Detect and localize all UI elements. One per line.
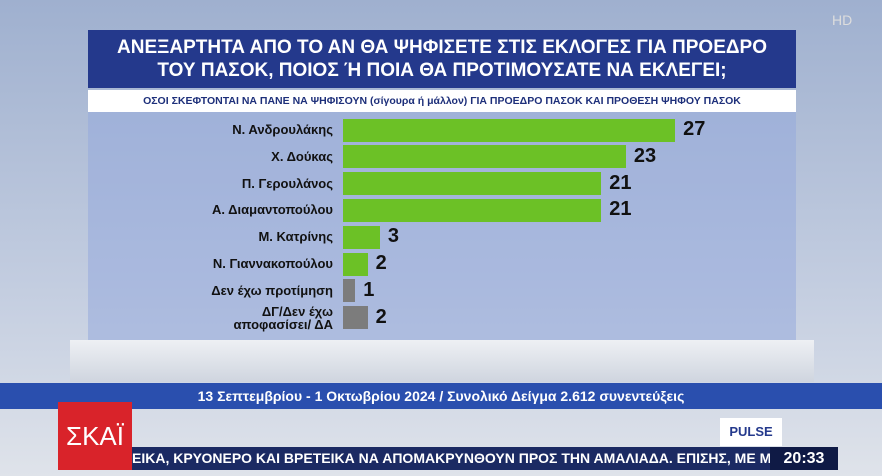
bar [343, 306, 368, 330]
category-label: Α. Διαμαντοπούλου [212, 202, 333, 218]
bar [343, 225, 380, 249]
bar [343, 252, 368, 276]
value-label: 27 [683, 118, 706, 140]
bar [343, 198, 602, 222]
clock: 20:33 [770, 447, 838, 470]
news-ticker: ΕΙΚΑ, ΚΡΥΟΝΕΡΟ ΚΑΙ ΒΡΕΤΕΙΚΑ ΝΑ ΑΠΟΜΑΚΡΥΝ… [132, 447, 770, 470]
footnote: 13 Σεπτεμβρίου - 1 Οκτωβρίου 2024 / Συνο… [0, 383, 882, 409]
value-label: 2 [375, 252, 387, 274]
floor [70, 340, 814, 382]
category-label: Μ. Κατρίνης [258, 229, 333, 245]
value-label: 21 [609, 171, 632, 194]
value-label: 21 [609, 198, 632, 221]
category-label: Δεν έχω προτίμηση [211, 282, 333, 298]
hd-badge: HD [832, 12, 853, 28]
category-label: ΔΓ/Δεν έχω αποφασίσει/ ΔΑ [233, 303, 333, 332]
chart-title: ΑΝΕΞΑΡΤΗΤΑ ΑΠΟ ΤΟ ΑΝ ΘΑ ΨΗΦΙΣΕΤΕ ΣΤΙΣ ΕΚ… [88, 30, 796, 88]
value-label: 23 [633, 144, 657, 167]
category-label: Ν. Ανδρουλάκης [232, 122, 333, 137]
category-label: Χ. Δούκας [271, 148, 333, 164]
value-label: 3 [387, 225, 400, 248]
bar [343, 172, 602, 196]
bar [343, 145, 626, 169]
channel-logo: ΣΚΑΪ [58, 402, 132, 470]
pollster-logo: PULSE [720, 418, 782, 446]
bar [343, 279, 356, 303]
value-label: 1 [363, 278, 375, 301]
category-label: Ν. Γιαννακοπούλου [212, 256, 333, 271]
chart-subtitle: ΟΣΟΙ ΣΚΕΦΤΟΝΤΑΙ ΝΑ ΠΑΝΕ ΝΑ ΨΗΦΙΣΟΥΝ (σίγ… [88, 90, 796, 112]
value-label: 2 [375, 305, 387, 328]
category-label: Π. Γερουλάνος [241, 175, 333, 191]
bar [343, 118, 676, 142]
